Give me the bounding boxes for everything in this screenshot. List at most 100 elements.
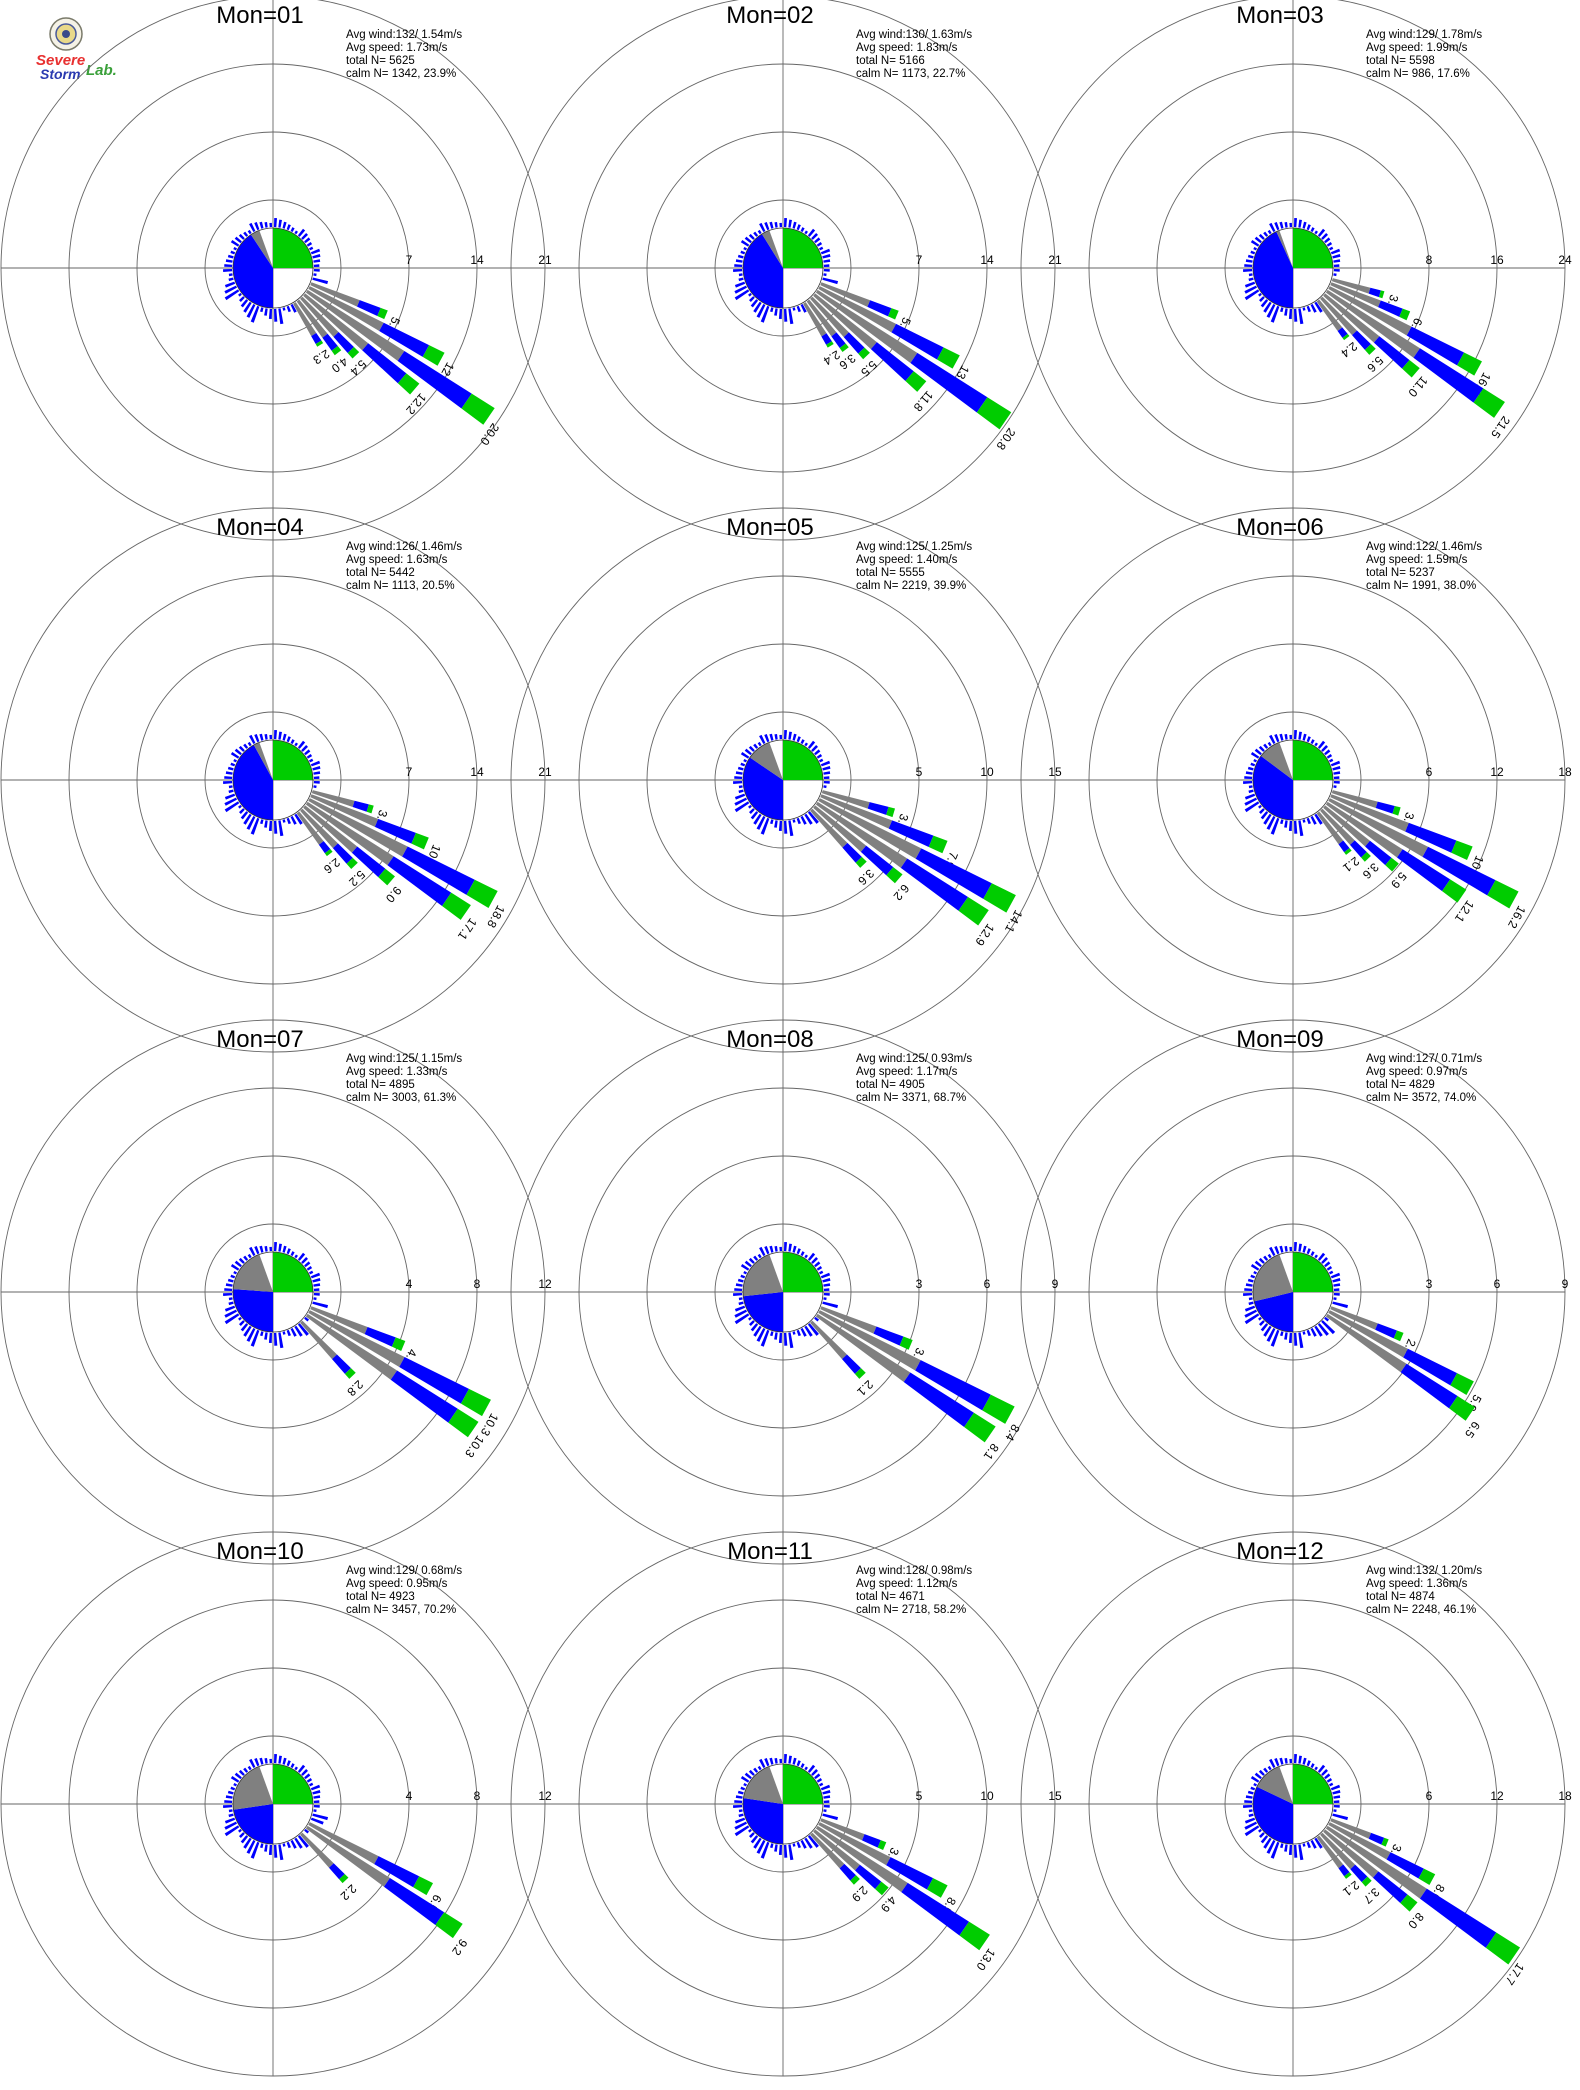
- minor-bar: [1314, 742, 1318, 747]
- bar-segment-green: [855, 856, 867, 868]
- ring-tick-label: 10: [980, 765, 994, 779]
- minor-bar: [774, 1844, 778, 1852]
- bar-segment-blue: [1419, 1888, 1497, 1948]
- minor-bar: [760, 305, 770, 323]
- bar-value-label: 17.1: [455, 915, 480, 942]
- minor-bar: [1284, 221, 1288, 228]
- bar-segment-gray: [818, 286, 897, 333]
- minor-bar: [247, 229, 252, 235]
- minor-bar: [243, 743, 249, 749]
- minor-bar: [286, 1248, 291, 1255]
- minor-bar: [807, 1835, 819, 1848]
- minor-bar: [224, 1309, 238, 1318]
- minor-bar: [249, 1246, 256, 1257]
- minor-bar: [268, 820, 272, 831]
- bar-segment-blue: [387, 856, 452, 907]
- minor-bar: [1263, 301, 1272, 313]
- bar-segment-gray: [813, 293, 877, 350]
- minor-bar: [800, 1251, 805, 1257]
- minor-bar: [796, 1841, 801, 1849]
- minor-bar: [1248, 277, 1254, 282]
- bar-segment-gray: [1325, 1825, 1427, 1899]
- bar-segment-gray: [810, 1320, 847, 1360]
- minor-bar: [243, 301, 252, 313]
- bar-segment-green: [1361, 851, 1371, 862]
- minor-bar: [233, 246, 238, 251]
- minor-bar: [278, 219, 282, 228]
- bar-value-label: 3.6: [855, 866, 877, 888]
- minor-bar: [792, 221, 797, 229]
- minor-bar: [312, 1813, 329, 1821]
- bar-segment-gray: [300, 1832, 334, 1868]
- minor-bar: [224, 1800, 233, 1803]
- pie-slice-gray: [761, 230, 783, 268]
- minor-bar: [310, 760, 321, 767]
- minor-bar: [757, 229, 762, 235]
- minor-bar: [822, 1813, 839, 1821]
- bar-segment-green: [466, 879, 498, 908]
- minor-bar: [807, 740, 816, 749]
- bar-value-label: 10.3: [462, 1433, 487, 1460]
- ring-tick-label: 12: [538, 1789, 552, 1803]
- minor-bar: [800, 739, 805, 745]
- minor-bar: [230, 762, 236, 767]
- minor-bar: [792, 1843, 796, 1847]
- minor-bar: [1294, 730, 1298, 740]
- minor-bar: [1284, 1844, 1288, 1852]
- ring-tick-label: 14: [470, 765, 484, 779]
- minor-bar: [744, 748, 752, 756]
- windrose-plot: 4.310.310.32.84 8 12: [0, 1019, 552, 1565]
- stat-avg-wind: Avg wind:127/ 0.71m/s: [1366, 1053, 1483, 1065]
- minor-bar: [269, 734, 272, 740]
- minor-bar: [228, 277, 234, 282]
- minor-bar: [738, 789, 744, 794]
- windrose-panel: 3.1 8.5 13.0 4.9 2.9 5 10 15 Mon=11 Avg wind:128/…: [510, 1531, 1062, 2077]
- minor-bar: [238, 296, 245, 303]
- bar-value-label: 4.9: [878, 1893, 900, 1915]
- pie-slice-blue: [1253, 1786, 1293, 1844]
- bar-segment-green: [1364, 344, 1376, 355]
- minor-bar: [770, 1331, 774, 1337]
- bar-value-label: 9.0: [383, 884, 405, 906]
- stat-avg-speed: Avg speed: 0.97m/s: [1366, 1066, 1468, 1078]
- minor-bar: [1333, 259, 1341, 263]
- minor-bar: [224, 1288, 233, 1291]
- stats-block: Avg wind:129/ 0.68m/s Avg speed: 0.95m/s t…: [346, 1565, 462, 1617]
- minor-bar: [778, 820, 782, 831]
- bar-segment-blue: [1352, 330, 1371, 350]
- pie-slice-green: [783, 1764, 823, 1804]
- minor-bar: [788, 1243, 792, 1252]
- minor-bar: [792, 1245, 797, 1253]
- minor-bar: [744, 236, 752, 244]
- minor-bar: [823, 776, 830, 779]
- minor-bar: [822, 254, 831, 259]
- minor-bar: [250, 1841, 260, 1859]
- ring-tick-label: 9: [1562, 1277, 1569, 1291]
- minor-bar: [814, 1261, 821, 1268]
- minor-bar: [1243, 781, 1253, 785]
- minor-bar: [784, 1332, 788, 1346]
- minor-bar: [734, 289, 750, 301]
- minor-bar: [306, 1265, 313, 1271]
- minor-bar: [748, 808, 755, 815]
- bar-segment-gray: [296, 299, 328, 338]
- minor-bar: [250, 1329, 260, 1347]
- minor-bar: [1267, 741, 1272, 747]
- bar-segment-blue: [1403, 1348, 1458, 1386]
- minor-bar: [788, 820, 794, 837]
- minor-bar: [313, 1809, 317, 1813]
- bar-segment-gray: [308, 798, 408, 857]
- minor-bar: [297, 740, 306, 749]
- calm-circle: [232, 227, 314, 309]
- stat-total-n: total N= 4874: [1366, 1591, 1435, 1603]
- bar-segment-green: [391, 1337, 406, 1351]
- minor-bar: [1245, 1283, 1253, 1287]
- bar-segment-green: [435, 1912, 463, 1939]
- minor-bar: [796, 224, 801, 231]
- bar-segment-gray: [305, 801, 394, 866]
- stat-avg-wind: Avg wind:129/ 0.68m/s: [346, 1565, 463, 1577]
- ring-tick-label: 3: [916, 1277, 923, 1291]
- minor-bar: [1284, 1332, 1288, 1340]
- minor-bar: [294, 1325, 303, 1337]
- stat-total-n: total N= 4895: [346, 1079, 415, 1091]
